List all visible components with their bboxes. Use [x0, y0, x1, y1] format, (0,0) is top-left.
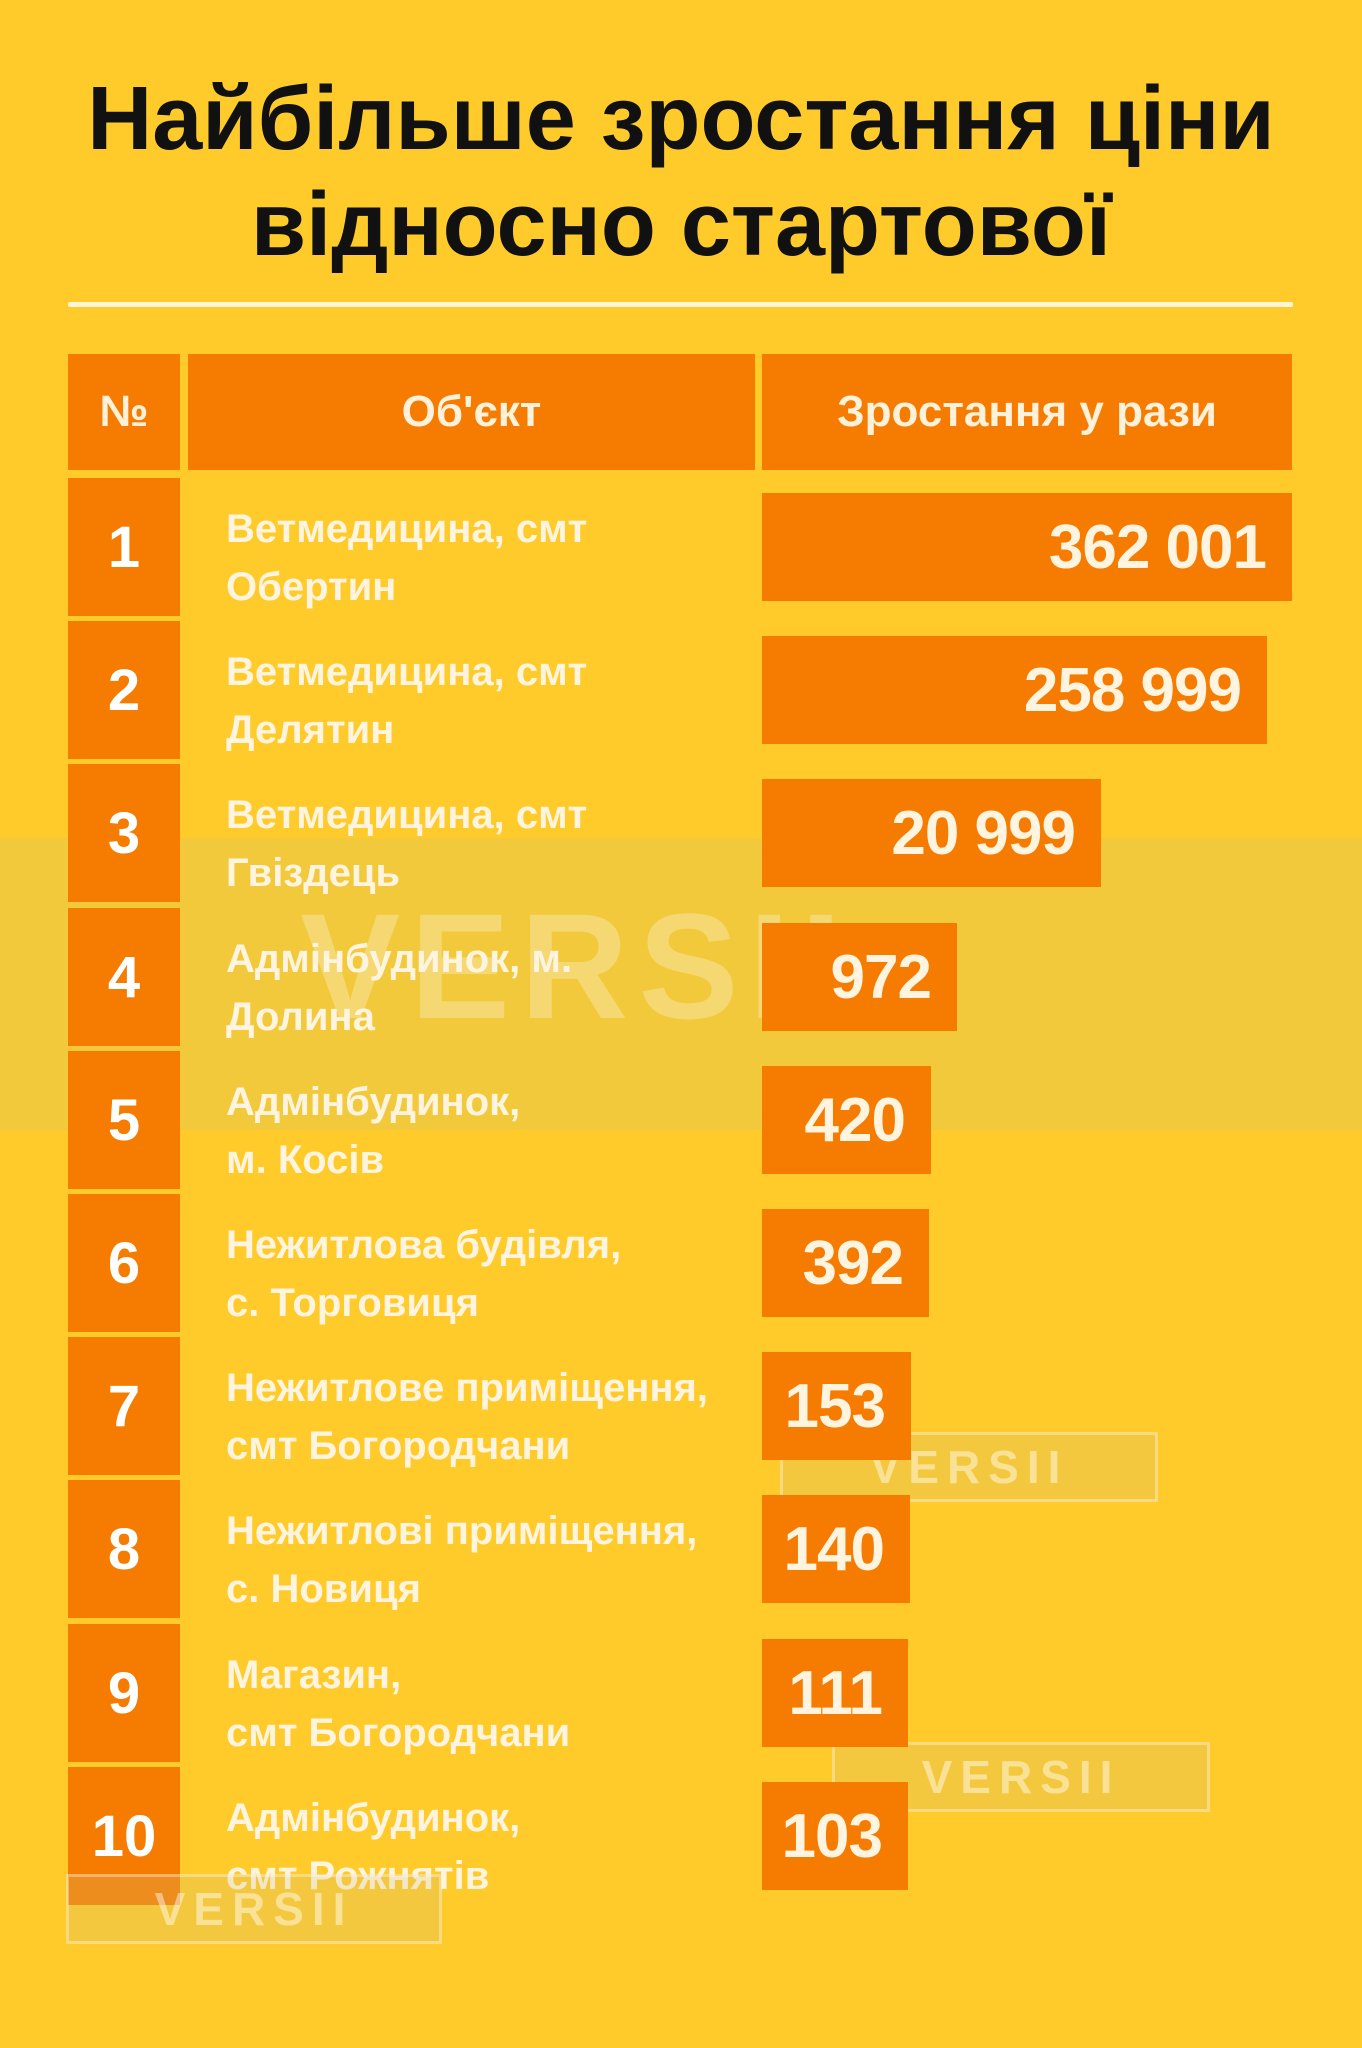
row-number: 5 — [68, 1051, 180, 1189]
row-object-line: Ветмедицина, смт — [226, 793, 588, 837]
title-line-1: Найбільше зростання ціни — [87, 69, 1275, 169]
row-object-line: смт Богородчани — [226, 1711, 571, 1755]
row-object-line: Гвіздець — [226, 851, 401, 895]
watermark-box-2: VERSII — [832, 1742, 1210, 1812]
watermark-large: VERSII — [300, 882, 852, 1050]
row-number: 8 — [68, 1480, 180, 1618]
header-number: № — [68, 354, 180, 470]
growth-bar: 111 — [762, 1639, 908, 1747]
row-object-line: с. Новиця — [226, 1567, 421, 1611]
growth-value-label: 258 999 — [1023, 655, 1242, 725]
growth-value-label: 103 — [781, 1801, 883, 1871]
row-object-line: Долина — [226, 995, 375, 1039]
row-object: Ветмедицина, смт Обертин — [226, 500, 766, 616]
growth-value-label: 420 — [804, 1085, 906, 1155]
growth-value-label: 153 — [784, 1371, 886, 1441]
row-number: 10 — [68, 1767, 180, 1905]
row-object-line: Делятин — [226, 708, 395, 752]
growth-bar: 362 001 — [762, 493, 1292, 601]
watermark-box-3: VERSII — [66, 1874, 442, 1944]
growth-value-label: 140 — [783, 1514, 885, 1584]
row-number: 2 — [68, 621, 180, 759]
row-object-line: Обертин — [226, 565, 397, 609]
row-object: Адмінбудинок, м. Косів — [226, 1073, 766, 1189]
growth-bar: 20 999 — [762, 779, 1101, 887]
row-object-line: Магазин, — [226, 1653, 402, 1697]
header-growth: Зростання у рази — [762, 354, 1292, 470]
row-object: Нежитлова будівля, с. Торговиця — [226, 1216, 766, 1332]
row-object-line: Нежитлові приміщення, — [226, 1509, 698, 1553]
watermark-box-2-text: VERSII — [921, 1751, 1121, 1803]
row-object-line: с. Торговиця — [226, 1281, 479, 1325]
row-object: Нежитлові приміщення, с. Новиця — [226, 1502, 766, 1618]
row-number: 1 — [68, 478, 180, 616]
row-object: Ветмедицина, смт Гвіздець — [226, 786, 766, 902]
growth-bar: 420 — [762, 1066, 931, 1174]
row-number: 3 — [68, 764, 180, 902]
row-object: Адмінбудинок, м. Долина — [226, 930, 766, 1046]
row-object-line: Ветмедицина, смт — [226, 507, 588, 551]
growth-value-label: 392 — [802, 1228, 904, 1298]
growth-value-label: 972 — [830, 942, 932, 1012]
row-object-line: смт Богородчани — [226, 1424, 571, 1468]
row-number: 9 — [68, 1624, 180, 1762]
row-number: 4 — [68, 908, 180, 1046]
growth-value-label: 362 001 — [1048, 512, 1267, 582]
title-divider — [68, 302, 1293, 307]
growth-bar: 392 — [762, 1209, 929, 1317]
row-number: 7 — [68, 1337, 180, 1475]
row-object-line: Нежитлове приміщення, — [226, 1366, 709, 1410]
growth-bar: 103 — [762, 1782, 908, 1890]
row-number: 6 — [68, 1194, 180, 1332]
row-object: Нежитлове приміщення, смт Богородчани — [226, 1359, 766, 1475]
watermark-band — [0, 838, 1362, 1130]
row-object: Магазин, смт Богородчани — [226, 1646, 766, 1762]
growth-bar: 972 — [762, 923, 957, 1031]
growth-value-label: 111 — [788, 1658, 883, 1728]
row-object-line: Адмінбудинок, м. — [226, 937, 573, 981]
growth-bar: 153 — [762, 1352, 911, 1460]
row-object-line: Нежитлова будівля, — [226, 1223, 622, 1267]
growth-value-label: 20 999 — [891, 798, 1076, 868]
header-object: Об'єкт — [188, 354, 755, 470]
row-object-line: смт Рожнятів — [226, 1854, 490, 1898]
row-object-line: Ветмедицина, смт — [226, 650, 588, 694]
row-object-line: Адмінбудинок, — [226, 1796, 521, 1840]
row-object-line: Адмінбудинок, — [226, 1080, 521, 1124]
row-object: Адмінбудинок, смт Рожнятів — [226, 1789, 766, 1905]
growth-bar: 258 999 — [762, 636, 1267, 744]
growth-bar: 140 — [762, 1495, 910, 1603]
title-line-2: відносно стартової — [250, 175, 1112, 275]
row-object-line: м. Косів — [226, 1138, 385, 1182]
chart-title: Найбільше зростання ціни відносно старто… — [0, 66, 1362, 278]
watermark-box-3-text: VERSII — [154, 1883, 354, 1935]
row-object: Ветмедицина, смт Делятин — [226, 643, 766, 759]
